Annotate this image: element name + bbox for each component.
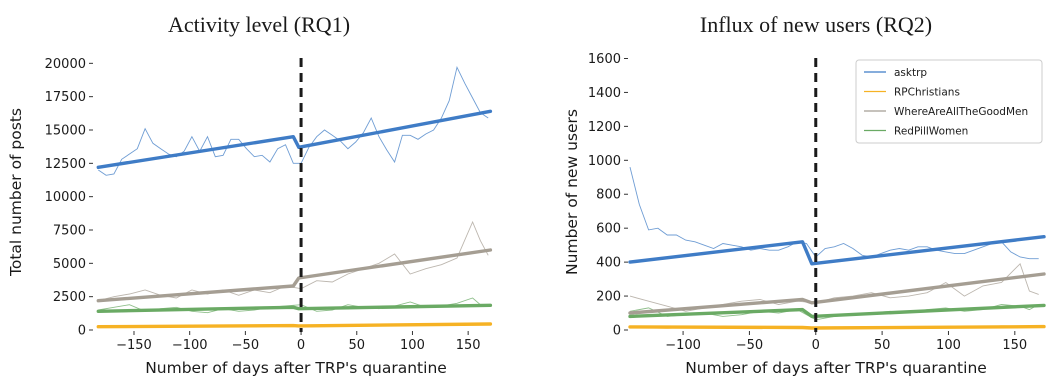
right-y-tick-label: 800 (596, 188, 621, 203)
left-y-tick-label: 7500 (53, 224, 86, 239)
right-x-tick-label: −50 (736, 338, 763, 353)
right-y-tick-label: 1600 (588, 52, 621, 67)
left-whereareallthegoodmen-raw-line (98, 220, 489, 302)
right-x-tick-label: 50 (874, 338, 891, 353)
right-x-tick-label: 100 (936, 338, 961, 353)
left-x-tick-label: 150 (456, 338, 481, 353)
left-chart-title: Activity level (RQ1) (168, 12, 350, 37)
right-asktrp-raw-line (629, 166, 1039, 260)
left-y-axis-label: Total number of posts (7, 108, 25, 277)
right-x-tick-label: 150 (1002, 338, 1027, 353)
right-redpillwomen-trend-line (628, 303, 1046, 319)
legend-label-rpchristians: RPChristians (894, 87, 960, 99)
left-y-tick-label: 17500 (45, 90, 86, 105)
right-y-tick-label: 1000 (588, 154, 621, 169)
legend-label-whereareallthegoodmen: WhereAreAllTheGoodMen (894, 106, 1028, 118)
left-x-tick-label: −50 (232, 338, 259, 353)
chart-legend: asktrp RPChristians WhereAreAllTheGoodMen R… (855, 59, 1043, 144)
right-y-tick-label: 600 (596, 222, 621, 237)
left-rpchristians-trend-line (96, 322, 493, 329)
left-x-tick-label: 100 (400, 338, 425, 353)
right-x-tick-label: −100 (665, 338, 701, 353)
left-redpillwomen-trend-line (96, 303, 493, 313)
legend-label-asktrp: asktrp (894, 67, 927, 79)
left-y-tick-label: 20000 (45, 57, 86, 72)
left-x-tick-label: −100 (172, 338, 208, 353)
legend-label-redpillwomen: RedPillWomen (894, 126, 968, 138)
right-whereareallthegoodmen-trend-line (628, 272, 1046, 315)
right-whereareallthegoodmen-raw-line (629, 262, 1039, 312)
left-whereareallthegoodmen-trend-line (96, 248, 493, 303)
right-chart-plot-area: 0 200 400 600 800 1000 1200 1400 1600 −100 −50 0 50 1… (588, 52, 1046, 353)
left-y-tick-label: 0 (78, 324, 86, 339)
left-asktrp-trend-line (96, 109, 493, 170)
left-x-tick-label: 50 (348, 338, 365, 353)
left-asktrp-raw-line (98, 65, 489, 176)
legend-frame (855, 59, 1043, 144)
right-y-tick-label: 400 (596, 256, 621, 271)
right-x-tick-label: 0 (812, 338, 820, 353)
right-rpchristians-trend-line (628, 324, 1046, 330)
right-asktrp-trend-line (628, 234, 1046, 266)
right-y-tick-label: 1200 (588, 120, 621, 135)
left-chart-plot-area: 0 2500 5000 7500 10000 12500 15000 17500 20000 −1… (45, 57, 493, 353)
right-y-axis-label: Number of new users (563, 109, 581, 275)
right-y-tick-label: 1400 (588, 86, 621, 101)
left-x-tick-label: −150 (116, 338, 152, 353)
left-x-axis-label: Number of days after TRP's quarantine (145, 359, 447, 377)
right-x-axis-label: Number of days after TRP's quarantine (685, 359, 987, 377)
left-y-tick-label: 2500 (53, 290, 86, 305)
right-y-tick-label: 200 (596, 290, 621, 305)
right-chart-title: Influx of new users (RQ2) (700, 12, 932, 37)
left-y-tick-label: 15000 (45, 124, 86, 139)
left-x-tick-label: 0 (297, 338, 305, 353)
left-y-tick-label: 5000 (53, 257, 86, 272)
left-y-tick-label: 10000 (45, 190, 86, 205)
right-y-tick-label: 0 (613, 324, 621, 339)
left-y-tick-label: 12500 (45, 157, 86, 172)
